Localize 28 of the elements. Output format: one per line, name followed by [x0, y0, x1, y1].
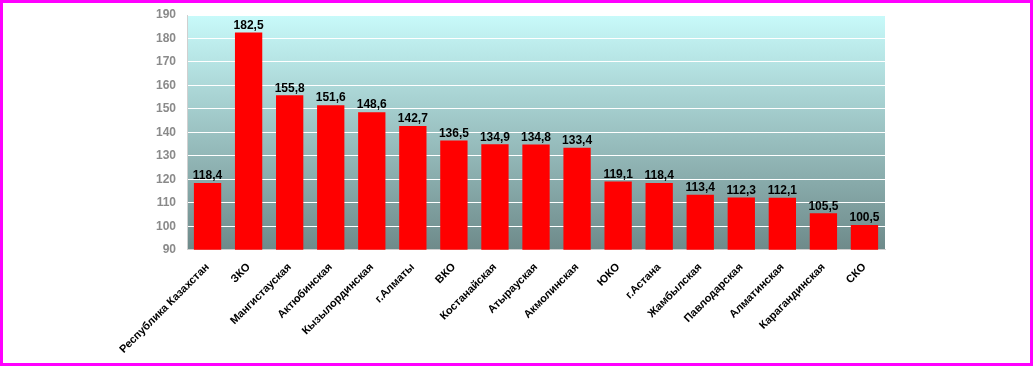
- y-tick-label: 140: [155, 124, 177, 139]
- y-tick-label: 150: [155, 101, 177, 116]
- data-label: 112,3: [726, 182, 757, 197]
- data-label: 105,5: [808, 198, 839, 213]
- data-label: 118,4: [192, 168, 223, 183]
- y-tick-label: 120: [155, 171, 177, 186]
- data-label: 133,4: [562, 133, 593, 148]
- y-tick-label: 110: [156, 195, 177, 210]
- data-label: 142,7: [397, 111, 429, 126]
- data-label: 148,6: [356, 97, 388, 112]
- data-label: 113,4: [685, 180, 716, 195]
- data-label: 155,8: [274, 80, 306, 95]
- y-tick-label: 180: [155, 30, 177, 45]
- data-label: 100,5: [849, 210, 880, 225]
- data-label: 119,1: [603, 166, 634, 181]
- data-label: 134,8: [521, 129, 552, 144]
- data-label: 112,1: [767, 183, 798, 198]
- data-label: 182,5: [233, 17, 264, 32]
- y-tick-label: 190: [155, 7, 177, 22]
- y-tick-label: 160: [155, 77, 177, 92]
- data-label: 136,5: [438, 125, 470, 140]
- y-tick-label: 170: [155, 54, 177, 69]
- data-label: 134,9: [479, 129, 511, 144]
- data-label: 118,4: [644, 168, 675, 183]
- y-tick-label: 130: [155, 148, 177, 163]
- y-tick-label: 100: [155, 218, 177, 233]
- data-label: 151,6: [315, 90, 347, 105]
- y-tick-label: 90: [162, 242, 177, 257]
